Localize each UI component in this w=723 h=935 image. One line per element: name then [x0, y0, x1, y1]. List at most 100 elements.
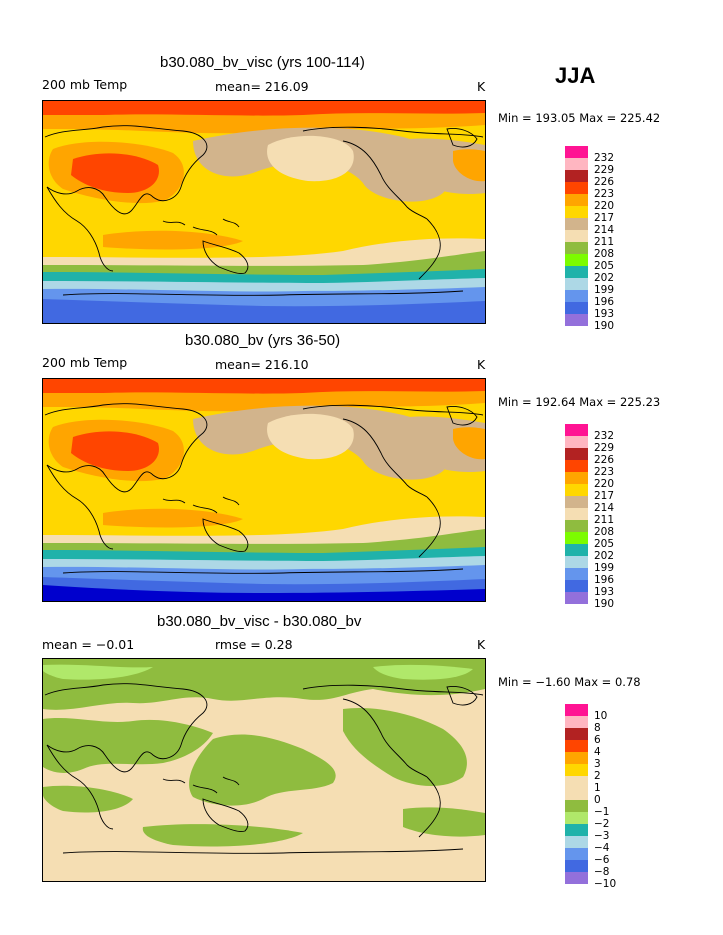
legend-label: 220 — [594, 200, 615, 212]
legend-label: 199 — [594, 284, 615, 296]
diff-band-neg1-0-americas — [343, 707, 467, 787]
temp-band-223-tropics — [103, 508, 243, 528]
diff-band-neg2-neg1-north — [43, 664, 153, 680]
legend-swatch — [565, 776, 588, 788]
legend-label: 214 — [594, 224, 615, 236]
temp-band-217-pacific — [267, 135, 354, 182]
legend-swatch — [565, 254, 588, 266]
legend-label: 196 — [594, 574, 615, 586]
legend-swatch — [565, 592, 588, 604]
legend-label: 6 — [594, 734, 601, 746]
legend-label: 2 — [594, 770, 601, 782]
diff-band-neg1-0-north — [43, 659, 485, 710]
temp-band-214-arc — [193, 405, 451, 480]
legend-swatch — [565, 302, 588, 314]
legend-swatch — [565, 472, 588, 484]
temp-band-214-arc — [193, 127, 451, 202]
legend-label: 223 — [594, 188, 615, 200]
temp-band-202 — [43, 268, 485, 283]
legend-swatch — [565, 740, 588, 752]
legend-swatch — [565, 218, 588, 230]
legend-swatch — [565, 460, 588, 472]
legend-swatch — [565, 800, 588, 812]
legend-swatch — [565, 496, 588, 508]
legend-swatch — [565, 836, 588, 848]
panel-1-legend: 232 229 226 223 220 217 214 211 208 205 … — [565, 146, 635, 332]
legend-swatch — [565, 544, 588, 556]
legend-label: 205 — [594, 538, 615, 550]
legend-swatch — [565, 436, 588, 448]
legend-swatch — [565, 242, 588, 254]
legend-swatch — [565, 146, 588, 158]
legend-label: 232 — [594, 152, 615, 164]
legend-label: 4 — [594, 746, 601, 758]
panel-2-units-label: K — [477, 357, 486, 372]
legend-swatch — [565, 860, 588, 872]
legend-swatch — [565, 448, 588, 460]
diff-band-neg1-0-africa — [43, 785, 133, 813]
panel-3-minmax: Min = −1.60 Max = 0.78 — [498, 675, 641, 689]
temp-band-205 — [43, 249, 485, 275]
temp-band-205 — [43, 527, 485, 553]
panel-1-minmax: Min = 193.05 Max = 225.42 — [498, 111, 661, 125]
panel-1-mean-label: mean= 216.09 — [215, 79, 309, 94]
legend-swatch — [565, 278, 588, 290]
legend-label: 8 — [594, 722, 601, 734]
legend-swatch — [565, 752, 588, 764]
legend-swatch — [565, 728, 588, 740]
legend-swatch — [565, 508, 588, 520]
panel-2-title: b30.080_bv (yrs 36-50) — [185, 332, 341, 349]
legend-swatch — [565, 230, 588, 242]
panel-3-mean-label: mean = −0.01 — [42, 637, 135, 652]
diff-band-neg1-0-south — [142, 824, 303, 847]
legend-label: 190 — [594, 320, 615, 332]
legend-label: −8 — [594, 866, 610, 878]
temp-band-223-atlantic — [453, 427, 485, 460]
legend-swatch — [565, 568, 588, 580]
legend-label: 220 — [594, 478, 615, 490]
panel-1-variable-label: 200 mb Temp — [42, 77, 128, 92]
coastlines — [44, 125, 484, 296]
panel-2-minmax: Min = 192.64 Max = 225.23 — [498, 395, 661, 409]
legend-label: 10 — [594, 710, 608, 722]
legend-label: −6 — [594, 854, 610, 866]
legend-swatch — [565, 290, 588, 302]
legend-label: 214 — [594, 502, 615, 514]
legend-label: 217 — [594, 490, 615, 502]
legend-swatch — [565, 520, 588, 532]
legend-label: 229 — [594, 442, 615, 454]
legend-swatch — [565, 206, 588, 218]
legend-label: −2 — [594, 818, 610, 830]
legend-swatch — [565, 532, 588, 544]
diff-band-neg1-0-pacific — [189, 734, 336, 806]
panel-2-map — [42, 378, 486, 602]
temp-band-226-north — [43, 379, 485, 394]
panel-1-units-label: K — [477, 79, 486, 94]
legend-label: 3 — [594, 758, 601, 770]
panel-2-mean-label: mean= 216.10 — [215, 357, 309, 372]
panel-1-title: b30.080_bv_visc (yrs 100-114) — [160, 54, 365, 71]
temp-band-193 — [43, 585, 485, 601]
temp-band-226-asia — [71, 431, 159, 471]
legend-label: −3 — [594, 830, 610, 842]
legend-label: 232 — [594, 430, 615, 442]
legend-swatch — [565, 556, 588, 568]
legend-label: 199 — [594, 562, 615, 574]
legend-label: 1 — [594, 782, 601, 794]
legend-label: −4 — [594, 842, 610, 854]
legend-label: 196 — [594, 296, 615, 308]
legend-swatch — [565, 170, 588, 182]
legend-swatch — [565, 716, 588, 728]
temp-band-226-north — [43, 101, 485, 116]
legend-label: 211 — [594, 236, 615, 248]
temp-band-226-asia — [71, 153, 159, 193]
temp-band-223-tropics — [103, 230, 243, 250]
legend-swatch — [565, 314, 588, 326]
legend-label: 202 — [594, 272, 615, 284]
legend-swatch — [565, 580, 588, 592]
legend-label: −10 — [594, 878, 617, 890]
legend-label: 223 — [594, 466, 615, 478]
legend-swatch — [565, 182, 588, 194]
legend-label: 217 — [594, 212, 615, 224]
legend-label: 211 — [594, 514, 615, 526]
